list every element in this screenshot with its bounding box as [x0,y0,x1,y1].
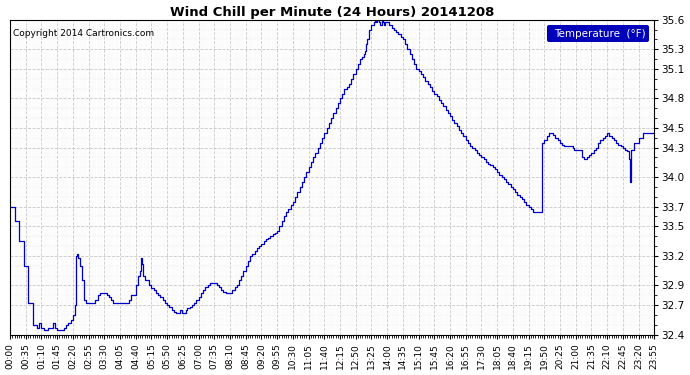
Title: Wind Chill per Minute (24 Hours) 20141208: Wind Chill per Minute (24 Hours) 2014120… [170,6,494,18]
Text: Copyright 2014 Cartronics.com: Copyright 2014 Cartronics.com [13,29,155,38]
Legend: Temperature  (°F): Temperature (°F) [547,25,649,42]
